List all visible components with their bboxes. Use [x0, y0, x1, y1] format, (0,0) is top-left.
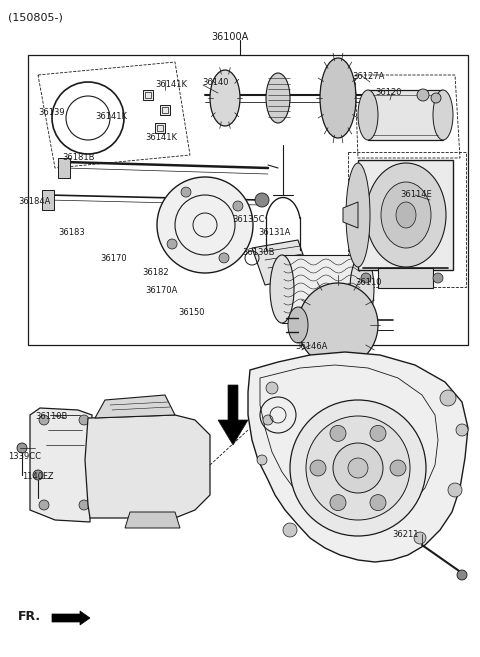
Bar — [160, 105, 170, 115]
Bar — [28, 55, 468, 345]
Bar — [162, 107, 168, 113]
Circle shape — [219, 253, 229, 263]
Text: 36146A: 36146A — [295, 342, 327, 351]
Text: 36120: 36120 — [375, 88, 401, 97]
Polygon shape — [125, 512, 180, 528]
Text: 1339CC: 1339CC — [8, 452, 41, 461]
Text: 36184A: 36184A — [18, 197, 50, 206]
Text: 36183: 36183 — [58, 228, 85, 237]
Circle shape — [457, 570, 467, 580]
Circle shape — [263, 415, 273, 425]
Circle shape — [290, 400, 426, 536]
Text: 36170: 36170 — [100, 254, 127, 263]
Circle shape — [456, 424, 468, 436]
Text: 36141K: 36141K — [155, 80, 187, 89]
Text: 36141K: 36141K — [145, 133, 177, 142]
Text: 36141K: 36141K — [95, 112, 127, 121]
Ellipse shape — [298, 283, 378, 367]
Text: 36182: 36182 — [142, 268, 168, 277]
Ellipse shape — [320, 58, 356, 138]
Circle shape — [330, 425, 346, 442]
Text: 36127A: 36127A — [352, 72, 384, 81]
Circle shape — [333, 443, 383, 493]
Text: 36135C: 36135C — [232, 215, 264, 224]
Polygon shape — [252, 240, 310, 285]
Circle shape — [348, 458, 368, 478]
Text: 36114E: 36114E — [400, 190, 432, 199]
Polygon shape — [95, 395, 175, 418]
Bar — [145, 92, 151, 98]
Ellipse shape — [396, 202, 416, 228]
Circle shape — [361, 273, 371, 283]
Circle shape — [433, 273, 443, 283]
Circle shape — [310, 460, 326, 476]
Circle shape — [255, 193, 269, 207]
Circle shape — [370, 425, 386, 442]
Polygon shape — [218, 385, 248, 445]
Text: FR.: FR. — [18, 610, 41, 623]
Bar — [155, 123, 165, 133]
Circle shape — [79, 500, 89, 510]
Bar — [143, 90, 153, 100]
Ellipse shape — [381, 182, 431, 248]
Circle shape — [414, 532, 426, 544]
Circle shape — [370, 495, 386, 510]
FancyArrow shape — [52, 611, 90, 625]
Text: 1140FZ: 1140FZ — [22, 472, 54, 481]
Circle shape — [283, 523, 297, 537]
Ellipse shape — [210, 70, 240, 126]
Circle shape — [417, 89, 429, 101]
Ellipse shape — [350, 255, 374, 323]
Ellipse shape — [346, 163, 370, 267]
Ellipse shape — [270, 255, 294, 323]
Circle shape — [39, 500, 49, 510]
Ellipse shape — [288, 307, 308, 343]
Circle shape — [33, 470, 43, 480]
Ellipse shape — [358, 90, 378, 140]
Text: 36211: 36211 — [392, 530, 419, 539]
Text: 36150: 36150 — [178, 308, 204, 317]
Text: 36110: 36110 — [355, 278, 382, 287]
Circle shape — [431, 93, 441, 103]
Text: 36100A: 36100A — [211, 32, 249, 42]
Text: 36130B: 36130B — [242, 248, 275, 257]
Circle shape — [390, 460, 406, 476]
Circle shape — [233, 201, 243, 211]
Circle shape — [306, 416, 410, 520]
Bar — [378, 268, 433, 288]
Circle shape — [167, 239, 177, 249]
Polygon shape — [343, 202, 358, 228]
Circle shape — [266, 382, 278, 394]
Polygon shape — [30, 408, 92, 522]
Bar — [348, 152, 466, 287]
Ellipse shape — [266, 73, 290, 123]
Ellipse shape — [433, 90, 453, 140]
Circle shape — [39, 415, 49, 425]
Text: 36131A: 36131A — [258, 228, 290, 237]
Bar — [282, 255, 362, 323]
Bar — [358, 160, 453, 270]
Polygon shape — [42, 190, 54, 210]
Polygon shape — [85, 415, 210, 518]
Circle shape — [157, 177, 253, 273]
Circle shape — [17, 443, 27, 453]
Text: 36170A: 36170A — [145, 286, 178, 295]
Polygon shape — [248, 352, 468, 562]
Circle shape — [330, 495, 346, 510]
Text: 36110B: 36110B — [35, 412, 67, 421]
Circle shape — [257, 455, 267, 465]
Text: 36140: 36140 — [202, 78, 228, 87]
Bar — [368, 90, 443, 140]
Text: 36181B: 36181B — [62, 153, 95, 162]
Circle shape — [440, 390, 456, 406]
Circle shape — [181, 187, 191, 197]
Text: 36139: 36139 — [38, 108, 65, 117]
Bar — [157, 125, 163, 131]
Circle shape — [448, 483, 462, 497]
Polygon shape — [58, 158, 70, 178]
Text: (150805-): (150805-) — [8, 12, 63, 22]
Circle shape — [79, 415, 89, 425]
Ellipse shape — [366, 163, 446, 267]
